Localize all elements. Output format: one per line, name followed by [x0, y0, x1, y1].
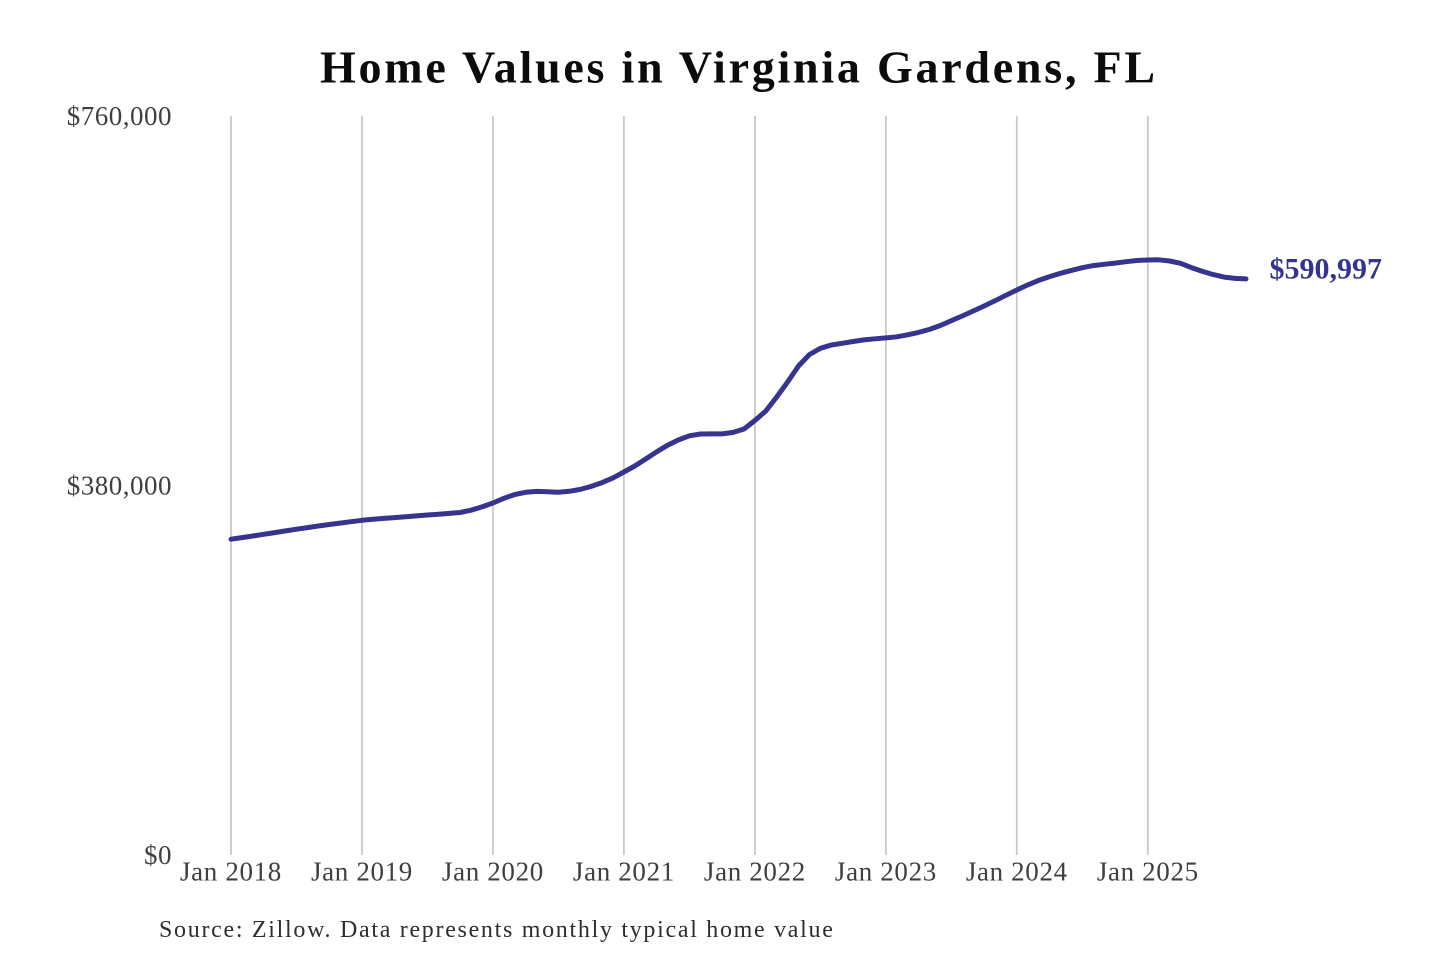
- svg-text:$760,000: $760,000: [67, 101, 172, 131]
- svg-text:Jan 2021: Jan 2021: [573, 857, 675, 887]
- svg-text:$590,997: $590,997: [1270, 253, 1383, 286]
- svg-text:$0: $0: [144, 840, 172, 870]
- svg-text:Jan 2019: Jan 2019: [311, 857, 413, 887]
- svg-text:Jan 2023: Jan 2023: [835, 857, 937, 887]
- svg-text:Jan 2018: Jan 2018: [180, 857, 282, 887]
- svg-text:Jan 2020: Jan 2020: [442, 857, 544, 887]
- svg-text:Source: Zillow. Data represent: Source: Zillow. Data represents monthly …: [159, 917, 835, 943]
- svg-text:$380,000: $380,000: [67, 471, 172, 501]
- svg-text:Jan 2022: Jan 2022: [704, 857, 806, 887]
- svg-text:Jan 2024: Jan 2024: [966, 857, 1068, 887]
- svg-text:Jan 2025: Jan 2025: [1097, 857, 1199, 887]
- svg-text:Home Values in Virginia Garden: Home Values in Virginia Gardens, FL: [320, 42, 1155, 93]
